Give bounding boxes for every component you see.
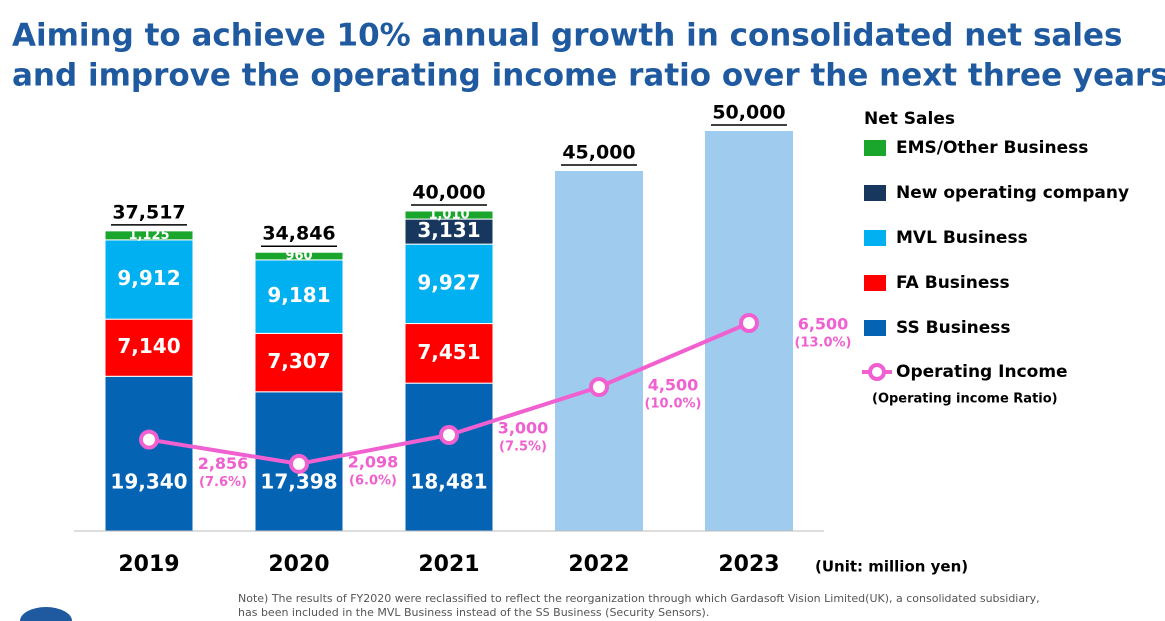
- bar-segment: [104, 318, 194, 377]
- line-point: [289, 453, 309, 474]
- legend-title: Net Sales: [864, 109, 955, 129]
- ratio-label: (6.0%): [349, 473, 397, 488]
- line-label: 4,500: [648, 376, 699, 395]
- data-label: 3,131: [417, 218, 480, 242]
- data-label: 960: [285, 249, 312, 264]
- ratio-label: (7.5%): [499, 440, 547, 455]
- data-label: 7,140: [117, 334, 180, 358]
- bar-segment: [254, 259, 344, 334]
- legend-marker: [868, 363, 886, 381]
- legend-sublabel: (Operating income Ratio): [872, 392, 1058, 407]
- bar-segment: [404, 323, 494, 384]
- note: Note) The results of FY2020 were reclass…: [238, 592, 1040, 605]
- data-label: 19,340: [110, 470, 187, 494]
- bar-segment: [404, 218, 494, 245]
- data-label: 7,307: [267, 349, 330, 373]
- legend-swatch: [864, 185, 886, 201]
- bar-segment: [404, 210, 494, 220]
- bar-segment: [404, 243, 494, 325]
- x-tick-label: 2023: [718, 552, 779, 577]
- line-point: [589, 377, 609, 397]
- ratio-label: (10.0%): [645, 397, 702, 412]
- total-label: 50,000: [712, 102, 785, 124]
- legend-swatch: [864, 140, 886, 156]
- legend-label: SS Business: [896, 318, 1011, 338]
- bar-segment: [254, 251, 344, 261]
- data-label: 9,927: [417, 270, 480, 294]
- data-label: 9,912: [117, 266, 180, 290]
- logo: [20, 607, 72, 621]
- data-label: 1,125: [128, 228, 169, 243]
- bar-segment: [104, 375, 194, 532]
- legend-label: FA Business: [896, 273, 1010, 293]
- line-label: 2,856: [198, 454, 249, 473]
- legend-swatch: [864, 275, 886, 291]
- data-label: 1,010: [428, 208, 469, 223]
- line-point: [739, 313, 759, 333]
- x-tick-label: 2019: [118, 552, 179, 577]
- chart-title: Aiming to achieve 10% annual growth in c…: [12, 18, 1122, 54]
- legend-label: Operating Income: [896, 362, 1068, 382]
- bar-segment: [254, 332, 344, 393]
- target-bar: [555, 171, 643, 531]
- line-point: [439, 425, 459, 445]
- legend-swatch: [864, 320, 886, 336]
- x-tick-label: 2022: [568, 552, 629, 577]
- line-label: 6,500: [798, 315, 849, 334]
- x-tick-label: 2021: [418, 552, 479, 577]
- data-label: 18,481: [410, 470, 487, 494]
- x-tick-label: 2020: [268, 552, 329, 577]
- total-label: 34,846: [262, 223, 335, 245]
- legend-label: EMS/Other Business: [896, 138, 1088, 158]
- note: has been included in the MVL Business in…: [238, 606, 709, 619]
- legend-swatch: [864, 230, 886, 246]
- bar-segment: [104, 239, 194, 320]
- unit-label: (Unit: million yen): [815, 558, 968, 576]
- data-label: 7,451: [417, 340, 480, 364]
- total-label: 40,000: [412, 182, 485, 204]
- line-point: [139, 429, 159, 450]
- bar-segment: [104, 230, 194, 241]
- bar-segment: [404, 382, 494, 532]
- chart-title: and improve the operating income ratio o…: [12, 58, 1165, 94]
- data-label: 9,181: [267, 283, 330, 307]
- total-label: 37,517: [112, 201, 185, 223]
- legend-label: New operating company: [896, 183, 1129, 203]
- legend-label: MVL Business: [896, 228, 1028, 248]
- line-label: 2,098: [348, 452, 399, 471]
- ratio-label: (7.6%): [199, 475, 247, 490]
- line-label: 3,000: [498, 419, 549, 438]
- ratio-label: (13.0%): [795, 336, 852, 351]
- total-label: 45,000: [562, 142, 635, 164]
